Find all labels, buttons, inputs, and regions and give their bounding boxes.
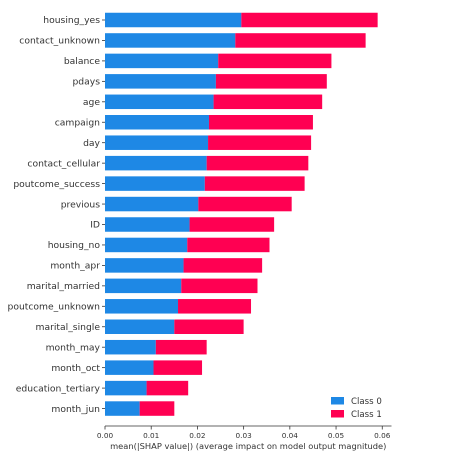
legend-swatch-class0 [331,397,344,405]
y-tick-label-previous: previous [61,199,100,210]
bars-group [105,12,378,416]
bar-class0-contact-cellular [105,155,207,171]
y-tick-label-pdays: pdays [72,77,100,88]
bar-class0-marital-married [105,278,182,294]
bar-class1-campaign [208,115,313,130]
bar-class1-poutcome-unknown [178,299,252,314]
x-tick-label: 0.00 [97,431,114,440]
y-tick-label-campaign: campaign [55,117,100,128]
y-tick-label-balance: balance [64,56,101,67]
legend: Class 0 Class 1 [331,397,382,420]
bar-class1-education-tertiary [146,380,189,396]
bar-class1-month-oct [153,360,203,375]
y-tick-label-housing-no: housing_no [48,240,101,251]
bar-class0-housing-yes [105,12,242,28]
y-tick-label-month-apr: month_apr [50,261,100,272]
x-tick-label: 0.03 [236,431,253,440]
legend-label-class1: Class 1 [351,410,382,420]
bar-class1-housing-no [187,237,270,253]
bar-class0-pdays [105,74,216,89]
bar-class0-month-jun [105,401,140,416]
bar-class0-poutcome-success [105,176,205,191]
bar-class1-age [213,94,323,110]
legend-label-class0: Class 0 [351,397,382,407]
bar-class0-previous [105,196,199,212]
bar-class0-age [105,94,214,110]
bar-class1-previous [198,196,292,212]
x-tick-label: 0.02 [189,431,205,440]
bar-class0-ID [105,217,190,232]
bar-class0-balance [105,53,219,69]
y-tick-label-housing-yes: housing_yes [43,15,100,26]
y-tick-label-ID: ID [90,220,100,231]
y-tick-label-education-tertiary: education_tertiary [16,383,101,394]
bar-class0-contact-unknown [105,33,236,48]
x-tick-label: 0.04 [282,431,299,440]
y-tick-label-marital-single: marital_single [36,322,101,333]
bar-class1-poutcome-success [204,176,305,191]
bar-class0-housing-no [105,237,188,253]
bar-class1-housing-yes [241,12,378,28]
y-tick-label-contact-cellular: contact_cellular [27,158,100,169]
bar-class0-day [105,135,209,150]
y-tick-label-age: age [83,97,100,108]
bar-class0-month-may [105,339,156,355]
bar-class0-month-apr [105,258,184,273]
legend-swatch-class1 [331,410,344,418]
x-axis-ticks: 0.00 0.01 0.02 0.03 0.04 0.05 0.06 [97,426,391,440]
bar-class1-month-may [155,339,207,355]
x-tick-label: 0.05 [328,431,344,440]
bar-class0-month-oct [105,360,154,375]
bar-class1-contact-unknown [235,33,366,48]
x-axis-label: mean(|SHAP value|) (average impact on mo… [110,441,386,451]
bar-class1-month-jun [139,401,175,416]
x-tick-label: 0.06 [374,431,391,440]
y-tick-label-month-oct: month_oct [51,363,100,374]
bar-class1-contact-cellular [206,155,309,171]
x-tick-label: 0.01 [143,431,159,440]
bar-class0-marital-single [105,319,175,334]
y-tick-label-day: day [83,138,100,149]
bar-class0-campaign [105,115,209,130]
bar-class1-ID [189,217,275,232]
y-tick-label-contact-unknown: contact_unknown [19,36,100,47]
bar-class0-education-tertiary [105,380,147,396]
y-tick-label-poutcome-success: poutcome_success [13,179,100,190]
bar-class1-marital-married [181,278,258,294]
bar-class0-poutcome-unknown [105,299,179,314]
y-tick-label-marital-married: marital_married [27,281,100,292]
bar-class1-marital-single [174,319,244,334]
bar-class1-balance [218,53,332,69]
bar-class1-pdays [215,74,327,89]
y-tick-label-poutcome-unknown: poutcome_unknown [8,302,101,313]
bar-class1-month-apr [183,258,263,273]
y-tick-label-month-may: month_may [46,342,101,353]
y-tick-label-month-jun: month_jun [51,404,100,415]
bar-class1-day [208,135,312,150]
